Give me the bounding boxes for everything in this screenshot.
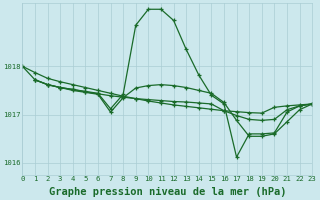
X-axis label: Graphe pression niveau de la mer (hPa): Graphe pression niveau de la mer (hPa) <box>49 186 286 197</box>
